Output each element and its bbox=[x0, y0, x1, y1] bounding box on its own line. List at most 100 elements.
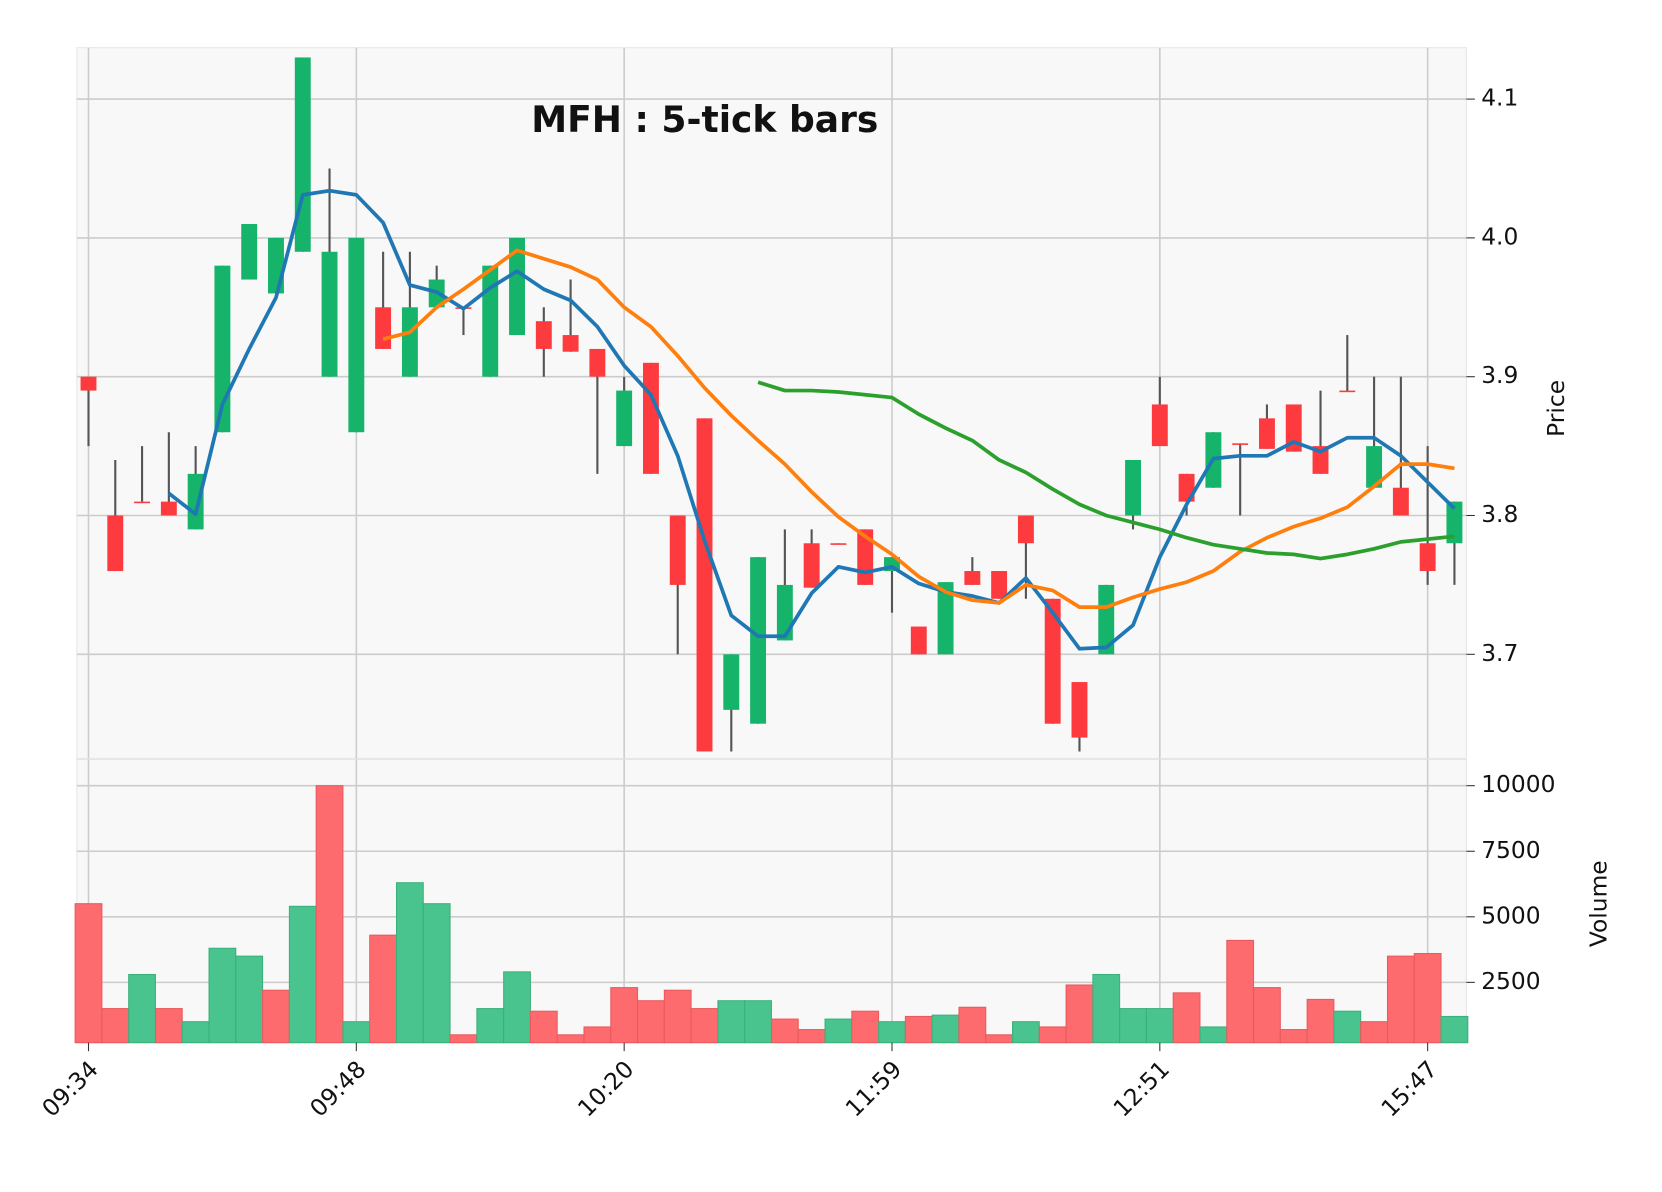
candle-body bbox=[776, 584, 793, 641]
candle-body bbox=[107, 515, 124, 572]
volume-bar bbox=[1119, 1008, 1147, 1044]
candle-body bbox=[80, 376, 97, 391]
volume-bar bbox=[396, 882, 424, 1044]
volume-bar bbox=[1038, 1026, 1067, 1044]
x-tick-label: 11:59 bbox=[840, 1055, 907, 1122]
candle-body bbox=[991, 571, 1008, 599]
candle-body bbox=[803, 543, 820, 588]
volume-bar bbox=[449, 1034, 478, 1044]
volume-bar bbox=[1306, 998, 1335, 1044]
candle-body bbox=[1392, 487, 1409, 516]
y-tick-label: 4.1 bbox=[1481, 84, 1518, 112]
volume-bar bbox=[422, 903, 451, 1044]
volume-bar bbox=[74, 903, 103, 1044]
volume-bar bbox=[583, 1026, 612, 1044]
candle-body bbox=[1419, 543, 1436, 572]
candle-body bbox=[1232, 443, 1249, 445]
x-tick-label: 15:47 bbox=[1376, 1055, 1443, 1122]
moving-average-line bbox=[382, 248, 1455, 609]
candle-body bbox=[160, 501, 177, 516]
y-tick-label: 3.9 bbox=[1481, 361, 1518, 389]
candle-body bbox=[723, 654, 740, 710]
y-tick-label: 7500 bbox=[1481, 836, 1540, 864]
candle-body bbox=[482, 265, 499, 377]
volume-bar bbox=[1360, 1021, 1388, 1044]
volume-bar bbox=[770, 1018, 799, 1044]
candle-body bbox=[910, 626, 927, 655]
chart-title: MFH : 5-tick bars bbox=[531, 99, 878, 141]
volume-bar bbox=[1172, 992, 1201, 1044]
volume-bar bbox=[690, 1008, 719, 1044]
volume-bar bbox=[878, 1021, 906, 1044]
volume-bar bbox=[235, 955, 264, 1044]
volume-bar bbox=[208, 947, 237, 1044]
candle-body bbox=[1446, 501, 1463, 544]
candle-body bbox=[937, 582, 954, 655]
volume-bar bbox=[1333, 1010, 1362, 1044]
volume-bar bbox=[1065, 984, 1094, 1044]
volume-bar bbox=[1226, 939, 1255, 1044]
candle-body bbox=[1285, 404, 1302, 452]
volume-bar bbox=[1279, 1029, 1308, 1044]
candle-body bbox=[642, 362, 659, 474]
volume-bar bbox=[101, 1008, 130, 1044]
volume-bar bbox=[154, 1008, 183, 1044]
candle-body bbox=[509, 237, 525, 336]
candle-body bbox=[268, 237, 284, 294]
candle-body bbox=[589, 348, 606, 377]
volume-bar bbox=[744, 1000, 772, 1044]
volume-bar bbox=[476, 1008, 505, 1044]
volume-bar bbox=[851, 1010, 880, 1044]
candle-body bbox=[241, 224, 258, 280]
x-tick-label: 10:20 bbox=[572, 1055, 639, 1122]
volume-bar bbox=[663, 989, 692, 1044]
candle-body bbox=[401, 307, 418, 377]
x-tick-label: 09:34 bbox=[36, 1055, 103, 1122]
moving-average-line bbox=[167, 188, 1456, 651]
volume-axis-label: Volume bbox=[1585, 860, 1613, 947]
y-tick-label: 2500 bbox=[1481, 967, 1540, 995]
x-tick-label: 12:51 bbox=[1108, 1055, 1175, 1122]
y-tick-label: 10000 bbox=[1481, 770, 1555, 798]
volume-bar bbox=[1012, 1021, 1040, 1044]
candle-body bbox=[750, 557, 767, 724]
volume-bar bbox=[181, 1021, 210, 1044]
moving-average-line bbox=[757, 380, 1455, 561]
volume-bar bbox=[985, 1034, 1014, 1044]
candle-body bbox=[1312, 446, 1329, 474]
candle-body bbox=[696, 418, 713, 752]
volume-bar bbox=[1440, 1015, 1469, 1044]
volume-bar bbox=[503, 971, 531, 1044]
candle-body bbox=[134, 501, 151, 504]
volume-bar bbox=[556, 1034, 585, 1044]
volume-bar bbox=[1253, 987, 1281, 1044]
y-axis-label: Price bbox=[1542, 380, 1570, 437]
volume-bar bbox=[717, 1000, 746, 1044]
candle-body bbox=[1258, 418, 1275, 449]
x-tick-label: 09:48 bbox=[304, 1055, 371, 1122]
volume-bar bbox=[342, 1021, 371, 1044]
candle-body bbox=[187, 473, 204, 530]
candle-body bbox=[830, 543, 847, 545]
candle-body bbox=[214, 265, 231, 433]
volume-bar bbox=[904, 1015, 933, 1044]
volume-bar bbox=[288, 905, 317, 1044]
volume-bar bbox=[958, 1006, 987, 1044]
y-tick-label: 4.0 bbox=[1481, 222, 1518, 250]
volume-bar bbox=[262, 989, 290, 1044]
candle-body bbox=[348, 237, 365, 433]
volume-bar bbox=[315, 785, 344, 1044]
volume-bar bbox=[1092, 973, 1121, 1044]
volume-bar bbox=[1386, 955, 1415, 1044]
volume-bar bbox=[637, 1000, 665, 1044]
volume-bar bbox=[610, 987, 639, 1044]
volume-bar bbox=[369, 934, 398, 1044]
volume-bar bbox=[931, 1014, 960, 1044]
candle-body bbox=[1339, 390, 1356, 393]
candle-body bbox=[964, 571, 981, 585]
candle-body bbox=[535, 321, 552, 349]
candle-body bbox=[321, 251, 338, 377]
candle-body bbox=[669, 515, 686, 585]
candle-body bbox=[1044, 598, 1061, 724]
